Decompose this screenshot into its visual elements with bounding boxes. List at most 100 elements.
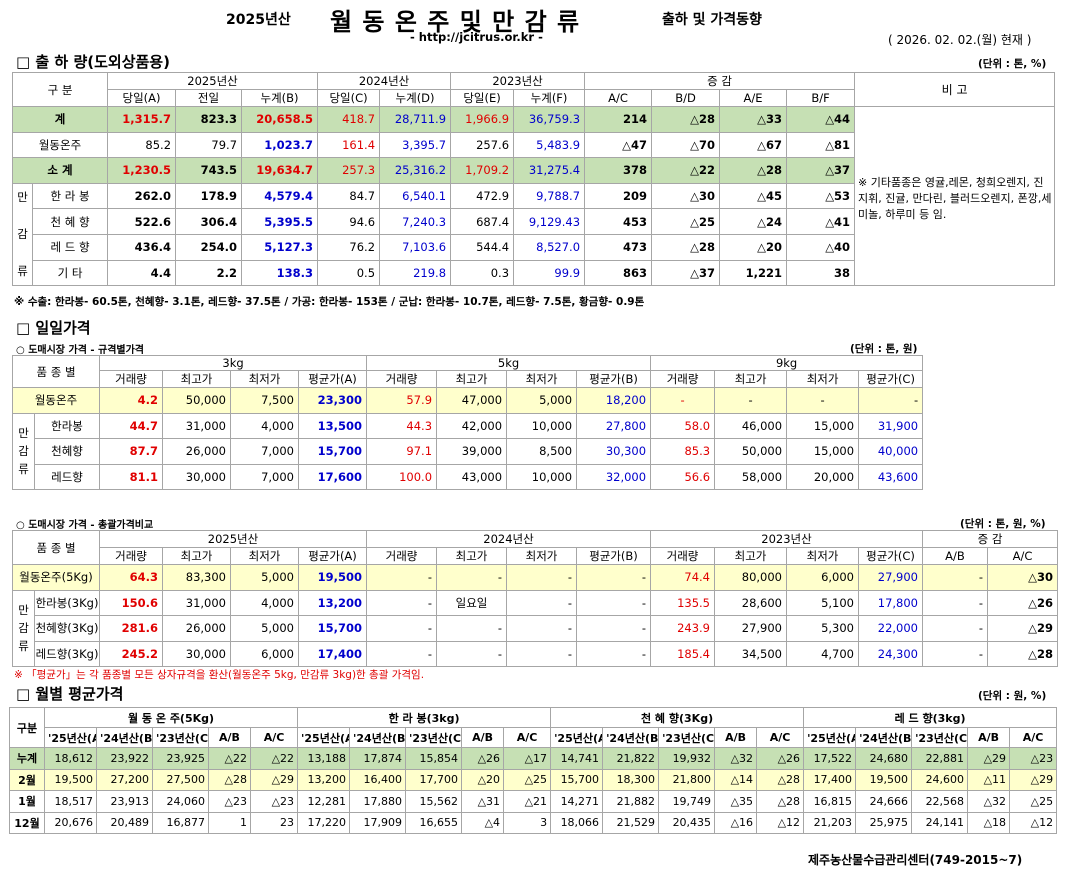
row-label: 누계: [9, 747, 45, 770]
cell: 17,874: [349, 747, 407, 770]
cell: -: [576, 640, 651, 667]
cell: 23,925: [152, 747, 209, 770]
cell: △28: [719, 157, 788, 184]
vert-char: 감: [17, 227, 28, 242]
cell: △25: [1009, 790, 1058, 813]
table-row: 계 1,315.7 823.3 20,658.5 418.7 28,711.9 1,966.…: [11, 105, 1056, 287]
cell: △11: [967, 768, 1011, 791]
cell: △18: [967, 811, 1011, 834]
col-header: A/C: [1009, 727, 1058, 748]
cell: -: [922, 615, 988, 642]
col-2025: 2025년산: [99, 530, 367, 548]
cell: 79.7: [175, 131, 243, 159]
price-compare-table: 품 종 별 2025년산 2024년산 2023년산 증 감 거래량 최고가 최저가 평균가(…: [12, 530, 1059, 667]
row-label: 계: [11, 106, 109, 133]
cell: 135.5: [650, 589, 715, 616]
col-header: 평균가(C): [858, 370, 924, 388]
col-header: 당일(A): [107, 89, 177, 107]
cell: 2.2: [175, 259, 243, 287]
col-header: B/F: [786, 89, 856, 107]
col-header: 평균가(A): [297, 370, 368, 388]
cell: 0.3: [450, 259, 515, 287]
col-header: 최고가: [714, 370, 788, 388]
cell: 64.3: [99, 564, 163, 591]
cell: 31,900: [858, 412, 924, 439]
col-pumjong: 품 종 별: [12, 530, 100, 565]
cell: 20,658.5: [241, 106, 319, 133]
col-header: 누계(F): [513, 89, 586, 107]
cell: 24,666: [855, 790, 913, 813]
cell: 7,000: [230, 463, 299, 490]
col-header: 누계(B): [241, 89, 319, 107]
col-header: B/D: [651, 89, 721, 107]
col-header: '24년산(B): [602, 727, 660, 748]
main-title: 월 동 온 주 및 만 감 류: [330, 8, 581, 36]
cell: △12: [1009, 811, 1058, 834]
cell: △47: [584, 131, 653, 159]
cell: 4.2: [99, 387, 163, 414]
cell: 20,000: [786, 463, 860, 490]
col-header: A/C: [986, 547, 1059, 565]
cell: 23,922: [96, 747, 153, 770]
cell: 281.6: [99, 615, 163, 642]
cell: 18,200: [576, 387, 652, 414]
col-2023: 2023년산: [650, 530, 923, 548]
table-row: 천혜향(3Kg) 281.6 26,000 5,000 15,700- - - -243.9 2…: [13, 615, 1059, 642]
header-url[interactable]: - http://jcitrus.or.kr -: [410, 30, 543, 44]
table-row: 12월 20,676 20,489 16,877 1 23 17,220 17,909 16,6…: [9, 811, 1058, 834]
cell: 5,300: [786, 615, 859, 642]
cell: 863: [584, 259, 653, 287]
cell: -: [650, 387, 716, 414]
col-header: A/B: [208, 727, 251, 748]
col-header: 전일: [175, 89, 243, 107]
cell: 1,023.7: [241, 131, 319, 159]
cell: -: [786, 387, 860, 414]
cell: 3: [503, 811, 552, 834]
cell: 81.1: [99, 463, 163, 490]
cell: △30: [986, 564, 1059, 591]
daily-price-table: 품 종 별 3kg 5kg 9kg 거래량 최고가 최저가 평균가(A) 거래량 최고가 최저가 평…: [12, 355, 924, 490]
cell: △29: [986, 615, 1059, 642]
vert-char: 감: [18, 621, 29, 636]
col-header: 최고가: [714, 547, 787, 565]
cell: -: [366, 564, 437, 591]
col-header: 최저가: [786, 370, 860, 388]
cell: 22,881: [911, 747, 969, 770]
col-header: 거래량: [99, 370, 163, 388]
cell: 44.7: [99, 412, 163, 439]
col-header: '23년산(C): [405, 727, 463, 748]
section4-title: □ 월별 평균가격: [16, 685, 124, 703]
cell: △25: [503, 768, 552, 791]
cell: -: [366, 615, 437, 642]
cell: 83,300: [162, 564, 231, 591]
cell: 4,000: [230, 412, 299, 439]
cell: △53: [786, 182, 856, 210]
cell: 10,000: [506, 463, 578, 490]
cell: 18,066: [550, 811, 604, 834]
cell: 17,522: [803, 747, 857, 770]
cell: △28: [986, 640, 1059, 667]
cell: 27,800: [576, 412, 652, 439]
cell: 453: [584, 208, 653, 235]
col-header: '23년산(C): [911, 727, 969, 748]
table-row: 월동온주 85.2 79.7 1,023.7 161.4 3,395.7 257.6 5,48…: [11, 131, 1055, 159]
col-header: 최고가: [436, 547, 507, 565]
cell: 5,000: [230, 564, 299, 591]
cell: △28: [651, 233, 721, 261]
col-2023: 2023년산: [450, 72, 586, 90]
cell: 1,709.2: [450, 157, 515, 184]
row-label: 레드향: [34, 463, 100, 490]
cell: 24,141: [911, 811, 969, 834]
cell: -: [436, 640, 507, 667]
cell: -: [922, 589, 988, 616]
cell: -: [576, 615, 651, 642]
col-header: 최고가: [162, 370, 231, 388]
section3-note: ※ 「평균가」는 각 품종별 모든 상자규격을 환산(월동온주 5kg, 만감류…: [14, 669, 425, 681]
col-header: '25년산(A): [803, 727, 857, 748]
cell: 18,300: [602, 768, 660, 791]
col-5kg: 5kg: [366, 355, 652, 371]
cell: 1: [208, 811, 251, 834]
row-label: 한 라 봉: [31, 182, 109, 210]
